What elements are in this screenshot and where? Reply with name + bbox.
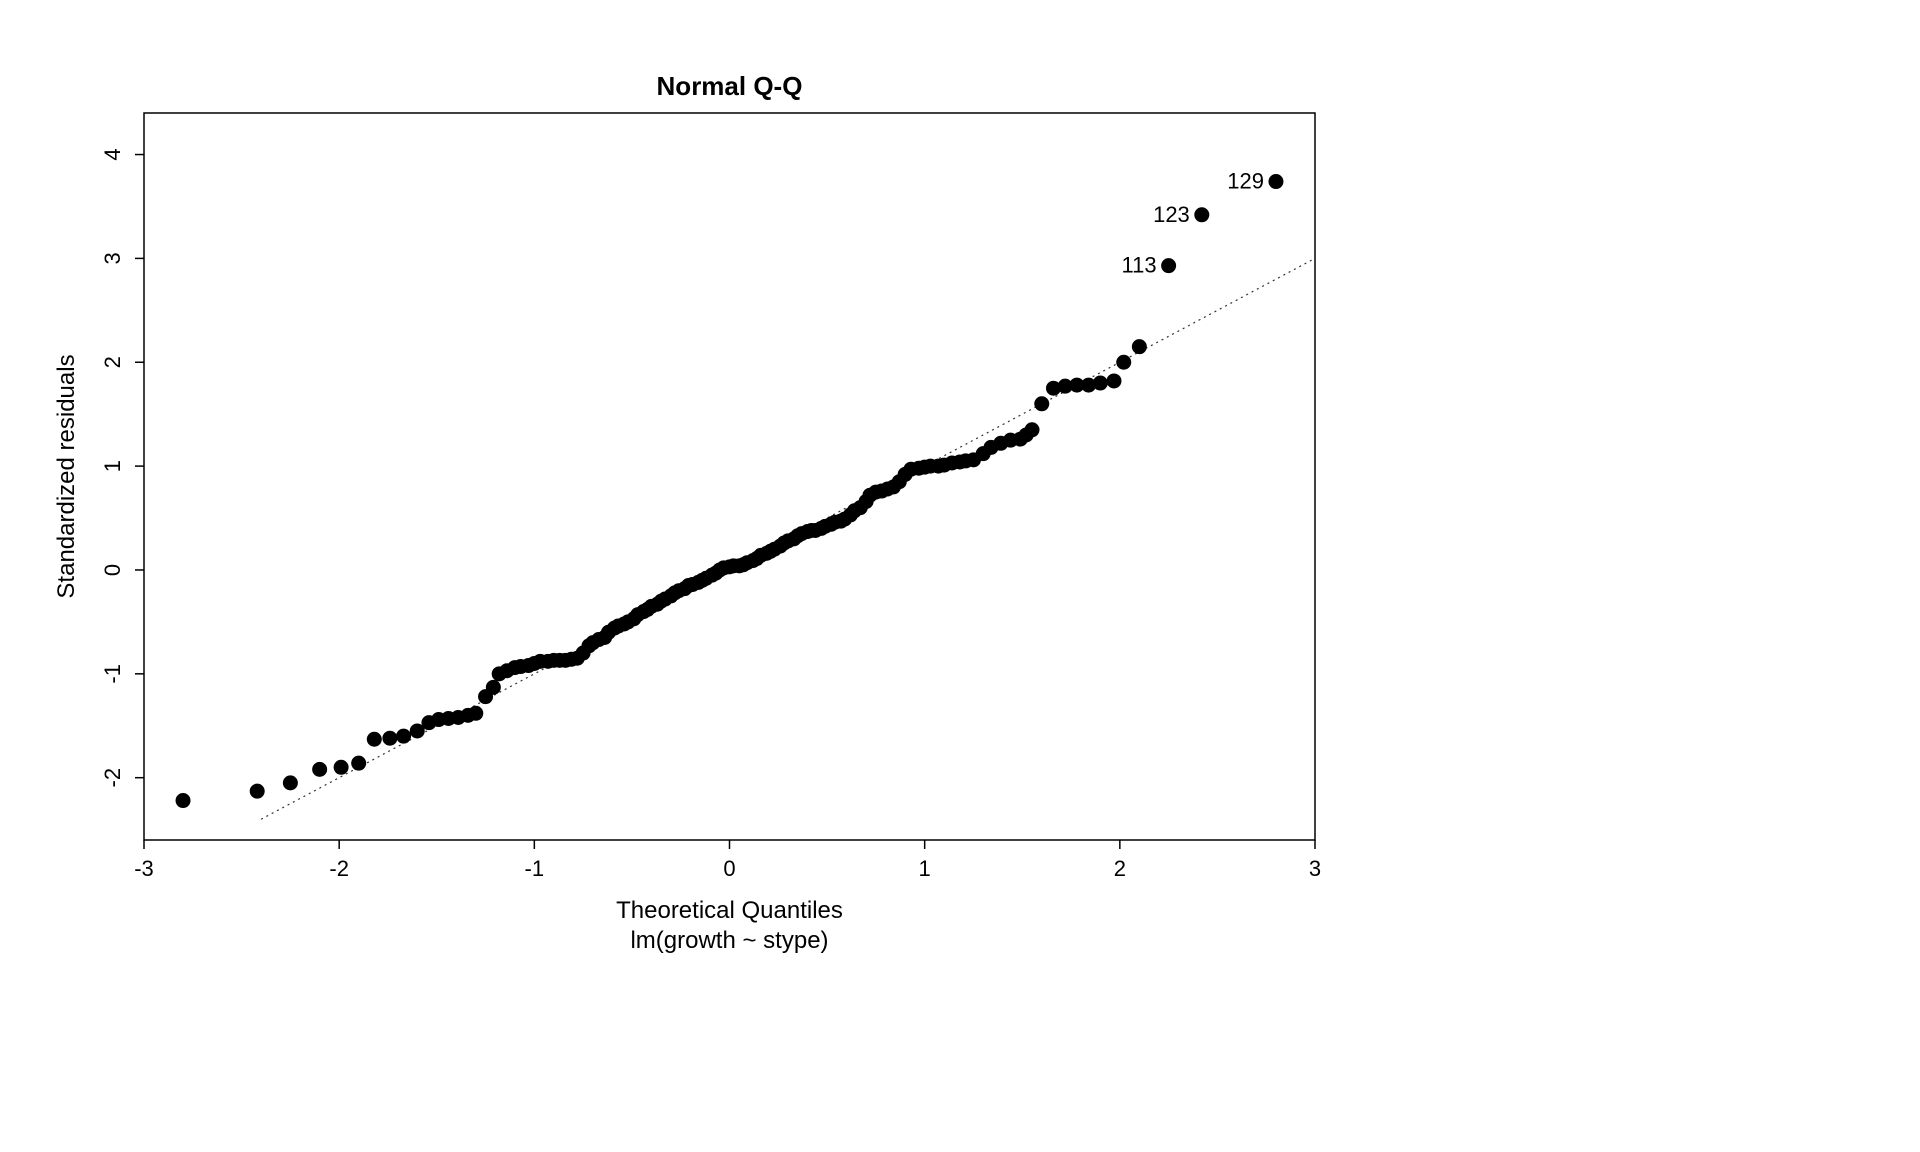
- plot-box: [144, 113, 1315, 840]
- y-tick-label: 3: [100, 252, 125, 264]
- chart-title: Normal Q-Q: [657, 71, 803, 101]
- qq-plot: Normal Q-Q-3-2-10123-2-101234Theoretical…: [20, 0, 1420, 1080]
- qq-point: [1132, 339, 1147, 354]
- qq-point: [367, 732, 382, 747]
- qq-point: [334, 760, 349, 775]
- qq-point: [312, 762, 327, 777]
- qq-point: [1106, 373, 1121, 388]
- x-tick-label: 1: [919, 856, 931, 881]
- x-tick-label: -3: [134, 856, 154, 881]
- x-tick-label: 2: [1114, 856, 1126, 881]
- qq-point: [1194, 207, 1209, 222]
- qq-point: [1268, 174, 1283, 189]
- x-axis-label: Theoretical Quantiles: [616, 897, 843, 924]
- qq-point: [1034, 396, 1049, 411]
- y-tick-label: 4: [100, 148, 125, 160]
- qq-point: [1093, 376, 1108, 391]
- y-tick-label: -2: [100, 768, 125, 788]
- y-axis-label: Standardized residuals: [53, 354, 80, 598]
- qq-point: [1161, 258, 1176, 273]
- qq-points: [176, 174, 1284, 808]
- qq-point: [468, 706, 483, 721]
- x-tick-label: -2: [329, 856, 349, 881]
- qq-point: [1025, 422, 1040, 437]
- qq-point: [1116, 355, 1131, 370]
- x-axis-sublabel: lm(growth ~ stype): [630, 927, 828, 954]
- x-tick-label: 0: [723, 856, 735, 881]
- outlier-label: 129: [1227, 169, 1264, 194]
- qq-point: [283, 775, 298, 790]
- x-tick-label: -1: [525, 856, 545, 881]
- y-tick-label: 1: [100, 460, 125, 472]
- x-tick-label: 3: [1309, 856, 1321, 881]
- qq-point: [396, 729, 411, 744]
- outlier-label: 123: [1153, 202, 1190, 227]
- y-tick-label: -1: [100, 664, 125, 684]
- y-tick-label: 2: [100, 356, 125, 368]
- qq-point: [486, 680, 501, 695]
- qq-point: [250, 784, 265, 799]
- qq-point: [382, 731, 397, 746]
- outlier-label: 113: [1122, 253, 1157, 278]
- qq-point: [351, 756, 366, 771]
- y-tick-label: 0: [100, 564, 125, 576]
- qq-point: [176, 793, 191, 808]
